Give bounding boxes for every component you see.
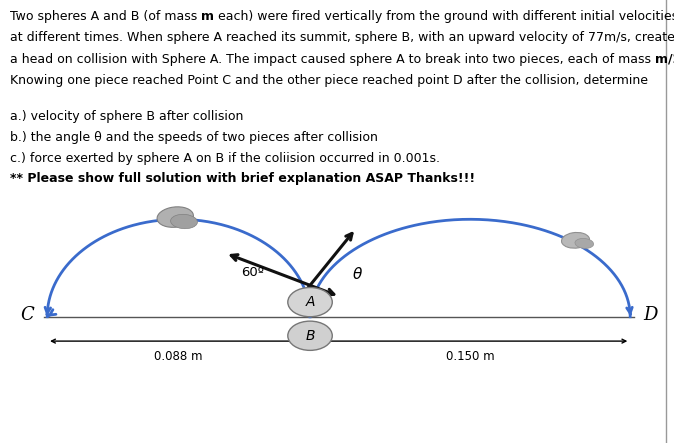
Text: each) were fired vertically from the ground with different initial velocities: each) were fired vertically from the gro… xyxy=(214,10,674,23)
Circle shape xyxy=(288,321,332,350)
Text: at different times. When sphere A reached its summit, sphere B, with an upward v: at different times. When sphere A reache… xyxy=(10,31,674,44)
Text: A: A xyxy=(305,295,315,309)
Text: Knowing one piece reached Point C and the other piece reached point D after the : Knowing one piece reached Point C and th… xyxy=(10,74,648,87)
Text: ** Please show full solution with brief explanation ASAP Thanks!!!: ** Please show full solution with brief … xyxy=(10,171,475,185)
Text: D: D xyxy=(644,306,658,323)
Text: 0.150 m: 0.150 m xyxy=(446,350,495,363)
Ellipse shape xyxy=(561,233,590,248)
Ellipse shape xyxy=(157,207,193,227)
Text: Two spheres A and B (of mass: Two spheres A and B (of mass xyxy=(10,10,202,23)
Ellipse shape xyxy=(171,214,197,229)
Text: a head on collision with Sphere A. The impact caused sphere A to break into two : a head on collision with Sphere A. The i… xyxy=(10,53,655,66)
Circle shape xyxy=(288,288,332,317)
Text: B: B xyxy=(305,329,315,343)
Text: C: C xyxy=(20,306,34,323)
Ellipse shape xyxy=(575,238,594,249)
Text: b.) the angle θ and the speeds of two pieces after collision: b.) the angle θ and the speeds of two pi… xyxy=(10,131,378,144)
Text: 0.088 m: 0.088 m xyxy=(154,350,203,363)
Text: a.) velocity of sphere B after collision: a.) velocity of sphere B after collision xyxy=(10,110,243,123)
Text: c.) force exerted by sphere A on B if the coliision occurred in 0.001s.: c.) force exerted by sphere A on B if th… xyxy=(10,152,440,166)
Text: θ: θ xyxy=(353,267,362,282)
Text: m/2.: m/2. xyxy=(655,53,674,66)
Text: m: m xyxy=(202,10,214,23)
Text: 60º: 60º xyxy=(241,266,264,279)
